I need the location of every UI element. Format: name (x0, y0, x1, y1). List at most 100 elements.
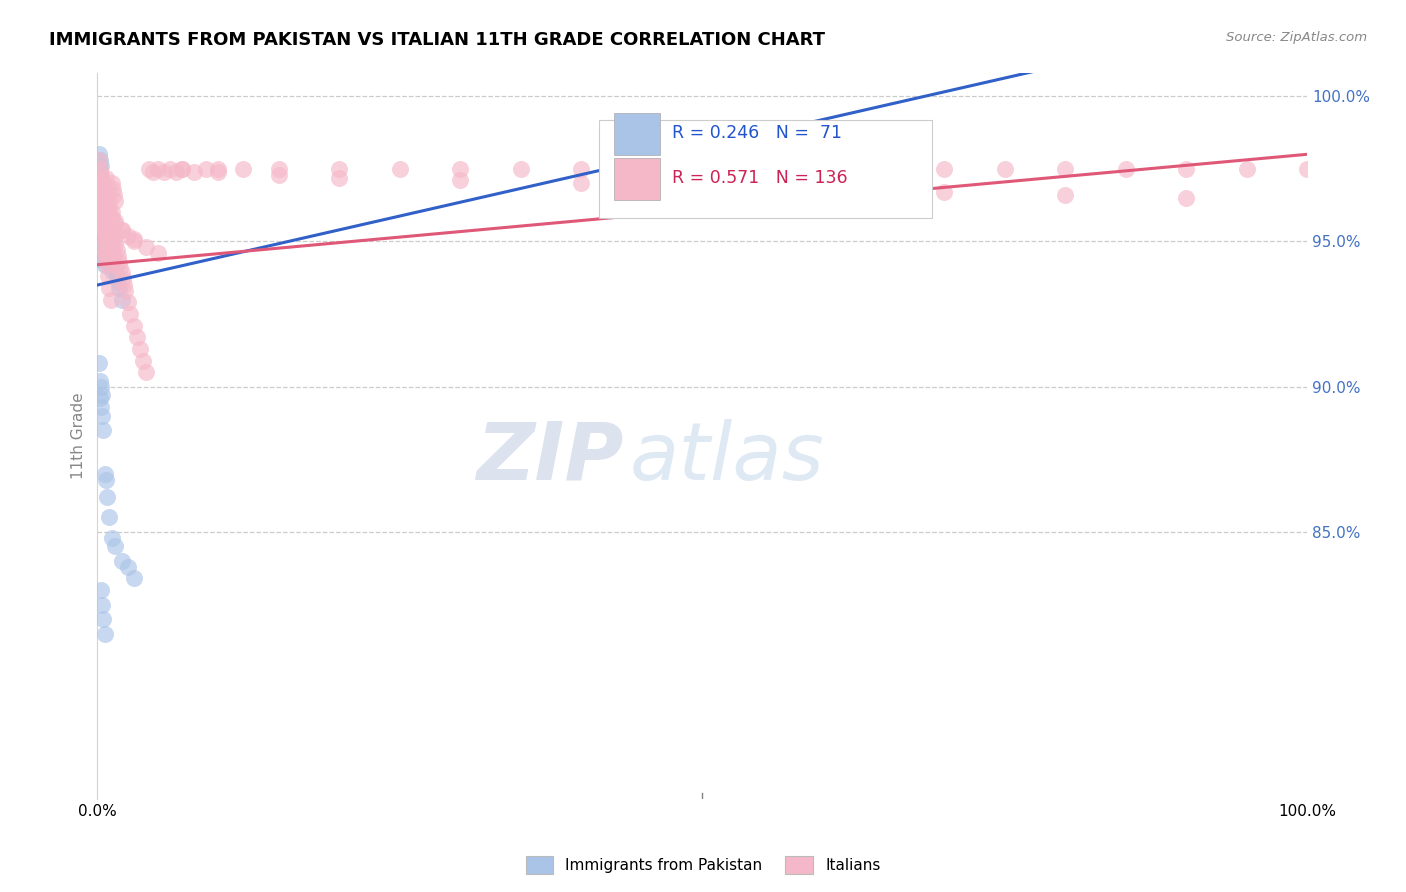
FancyBboxPatch shape (599, 120, 932, 219)
Point (811, 182, 834, 196)
Text: R = 0.571   N = 136: R = 0.571 N = 136 (672, 169, 848, 186)
Point (94, 249, 117, 263)
Point (117, 559, 139, 574)
Point (89, 217, 111, 231)
Point (96, 490, 118, 504)
Point (98, 246, 121, 260)
Point (97, 237, 120, 252)
Point (101, 240, 124, 254)
Point (110, 267, 132, 281)
Point (103, 188, 125, 202)
Point (97, 223, 120, 237)
Point (108, 281, 131, 295)
Point (87, 182, 110, 196)
Point (98, 510, 121, 524)
Point (107, 275, 129, 289)
Point (94, 231, 117, 245)
Point (117, 228, 139, 243)
Point (93, 612, 115, 626)
Point (1175, 191, 1198, 205)
Point (328, 170, 350, 185)
Point (94, 191, 117, 205)
Point (91, 194, 114, 208)
Point (87, 196, 110, 211)
Point (98, 208, 121, 222)
Point (93, 223, 115, 237)
Point (104, 237, 127, 252)
Point (195, 161, 218, 176)
Point (328, 161, 350, 176)
Point (934, 185, 956, 199)
Point (142, 165, 165, 179)
Point (1296, 161, 1319, 176)
Point (98, 281, 121, 295)
Text: Source: ZipAtlas.com: Source: ZipAtlas.com (1226, 31, 1367, 45)
Text: IMMIGRANTS FROM PAKISTAN VS ITALIAN 11TH GRADE CORRELATION CHART: IMMIGRANTS FROM PAKISTAN VS ITALIAN 11TH… (49, 31, 825, 49)
Point (91, 598, 114, 612)
Point (103, 252, 125, 266)
Point (90, 200, 112, 214)
Point (98, 228, 121, 243)
Point (94, 252, 117, 266)
Point (93, 258, 115, 272)
Point (388, 161, 411, 176)
Point (159, 161, 181, 176)
Point (101, 263, 124, 277)
Point (97, 243, 120, 257)
Point (1115, 161, 1137, 176)
Bar (614, 158, 659, 200)
Point (569, 161, 592, 176)
Point (94, 246, 117, 260)
Point (114, 284, 136, 298)
Point (101, 211, 124, 226)
Point (872, 161, 894, 176)
Point (94, 231, 117, 245)
Point (100, 235, 122, 249)
Point (94, 473, 117, 487)
Point (93, 223, 115, 237)
Point (105, 243, 128, 257)
Point (97, 202, 120, 217)
Point (89, 202, 111, 217)
Point (93, 423, 115, 437)
Point (153, 165, 176, 179)
Point (1054, 188, 1077, 202)
Point (267, 161, 290, 176)
Point (93, 219, 115, 234)
Point (994, 161, 1017, 176)
Point (94, 170, 117, 185)
Point (135, 365, 157, 379)
Point (93, 194, 115, 208)
Point (91, 235, 114, 249)
Point (90, 191, 112, 205)
Point (93, 626, 115, 640)
Point (93, 467, 115, 481)
Point (89, 200, 111, 214)
Point (128, 342, 150, 356)
Point (91, 200, 114, 214)
Point (165, 165, 187, 179)
Point (146, 246, 169, 260)
Point (231, 161, 253, 176)
Point (101, 246, 124, 260)
Point (100, 258, 122, 272)
Point (87, 161, 110, 176)
Point (101, 246, 124, 260)
Point (509, 161, 531, 176)
Point (89, 374, 111, 388)
Point (90, 188, 112, 202)
Point (104, 217, 127, 231)
Point (101, 182, 124, 196)
Point (104, 263, 127, 277)
Point (91, 409, 114, 423)
Point (207, 161, 229, 176)
Point (751, 161, 773, 176)
Point (690, 179, 713, 194)
Point (91, 211, 114, 226)
Point (101, 226, 124, 240)
Point (87, 153, 110, 168)
Point (93, 226, 115, 240)
Point (93, 200, 115, 214)
Point (170, 161, 193, 176)
Point (112, 278, 135, 293)
